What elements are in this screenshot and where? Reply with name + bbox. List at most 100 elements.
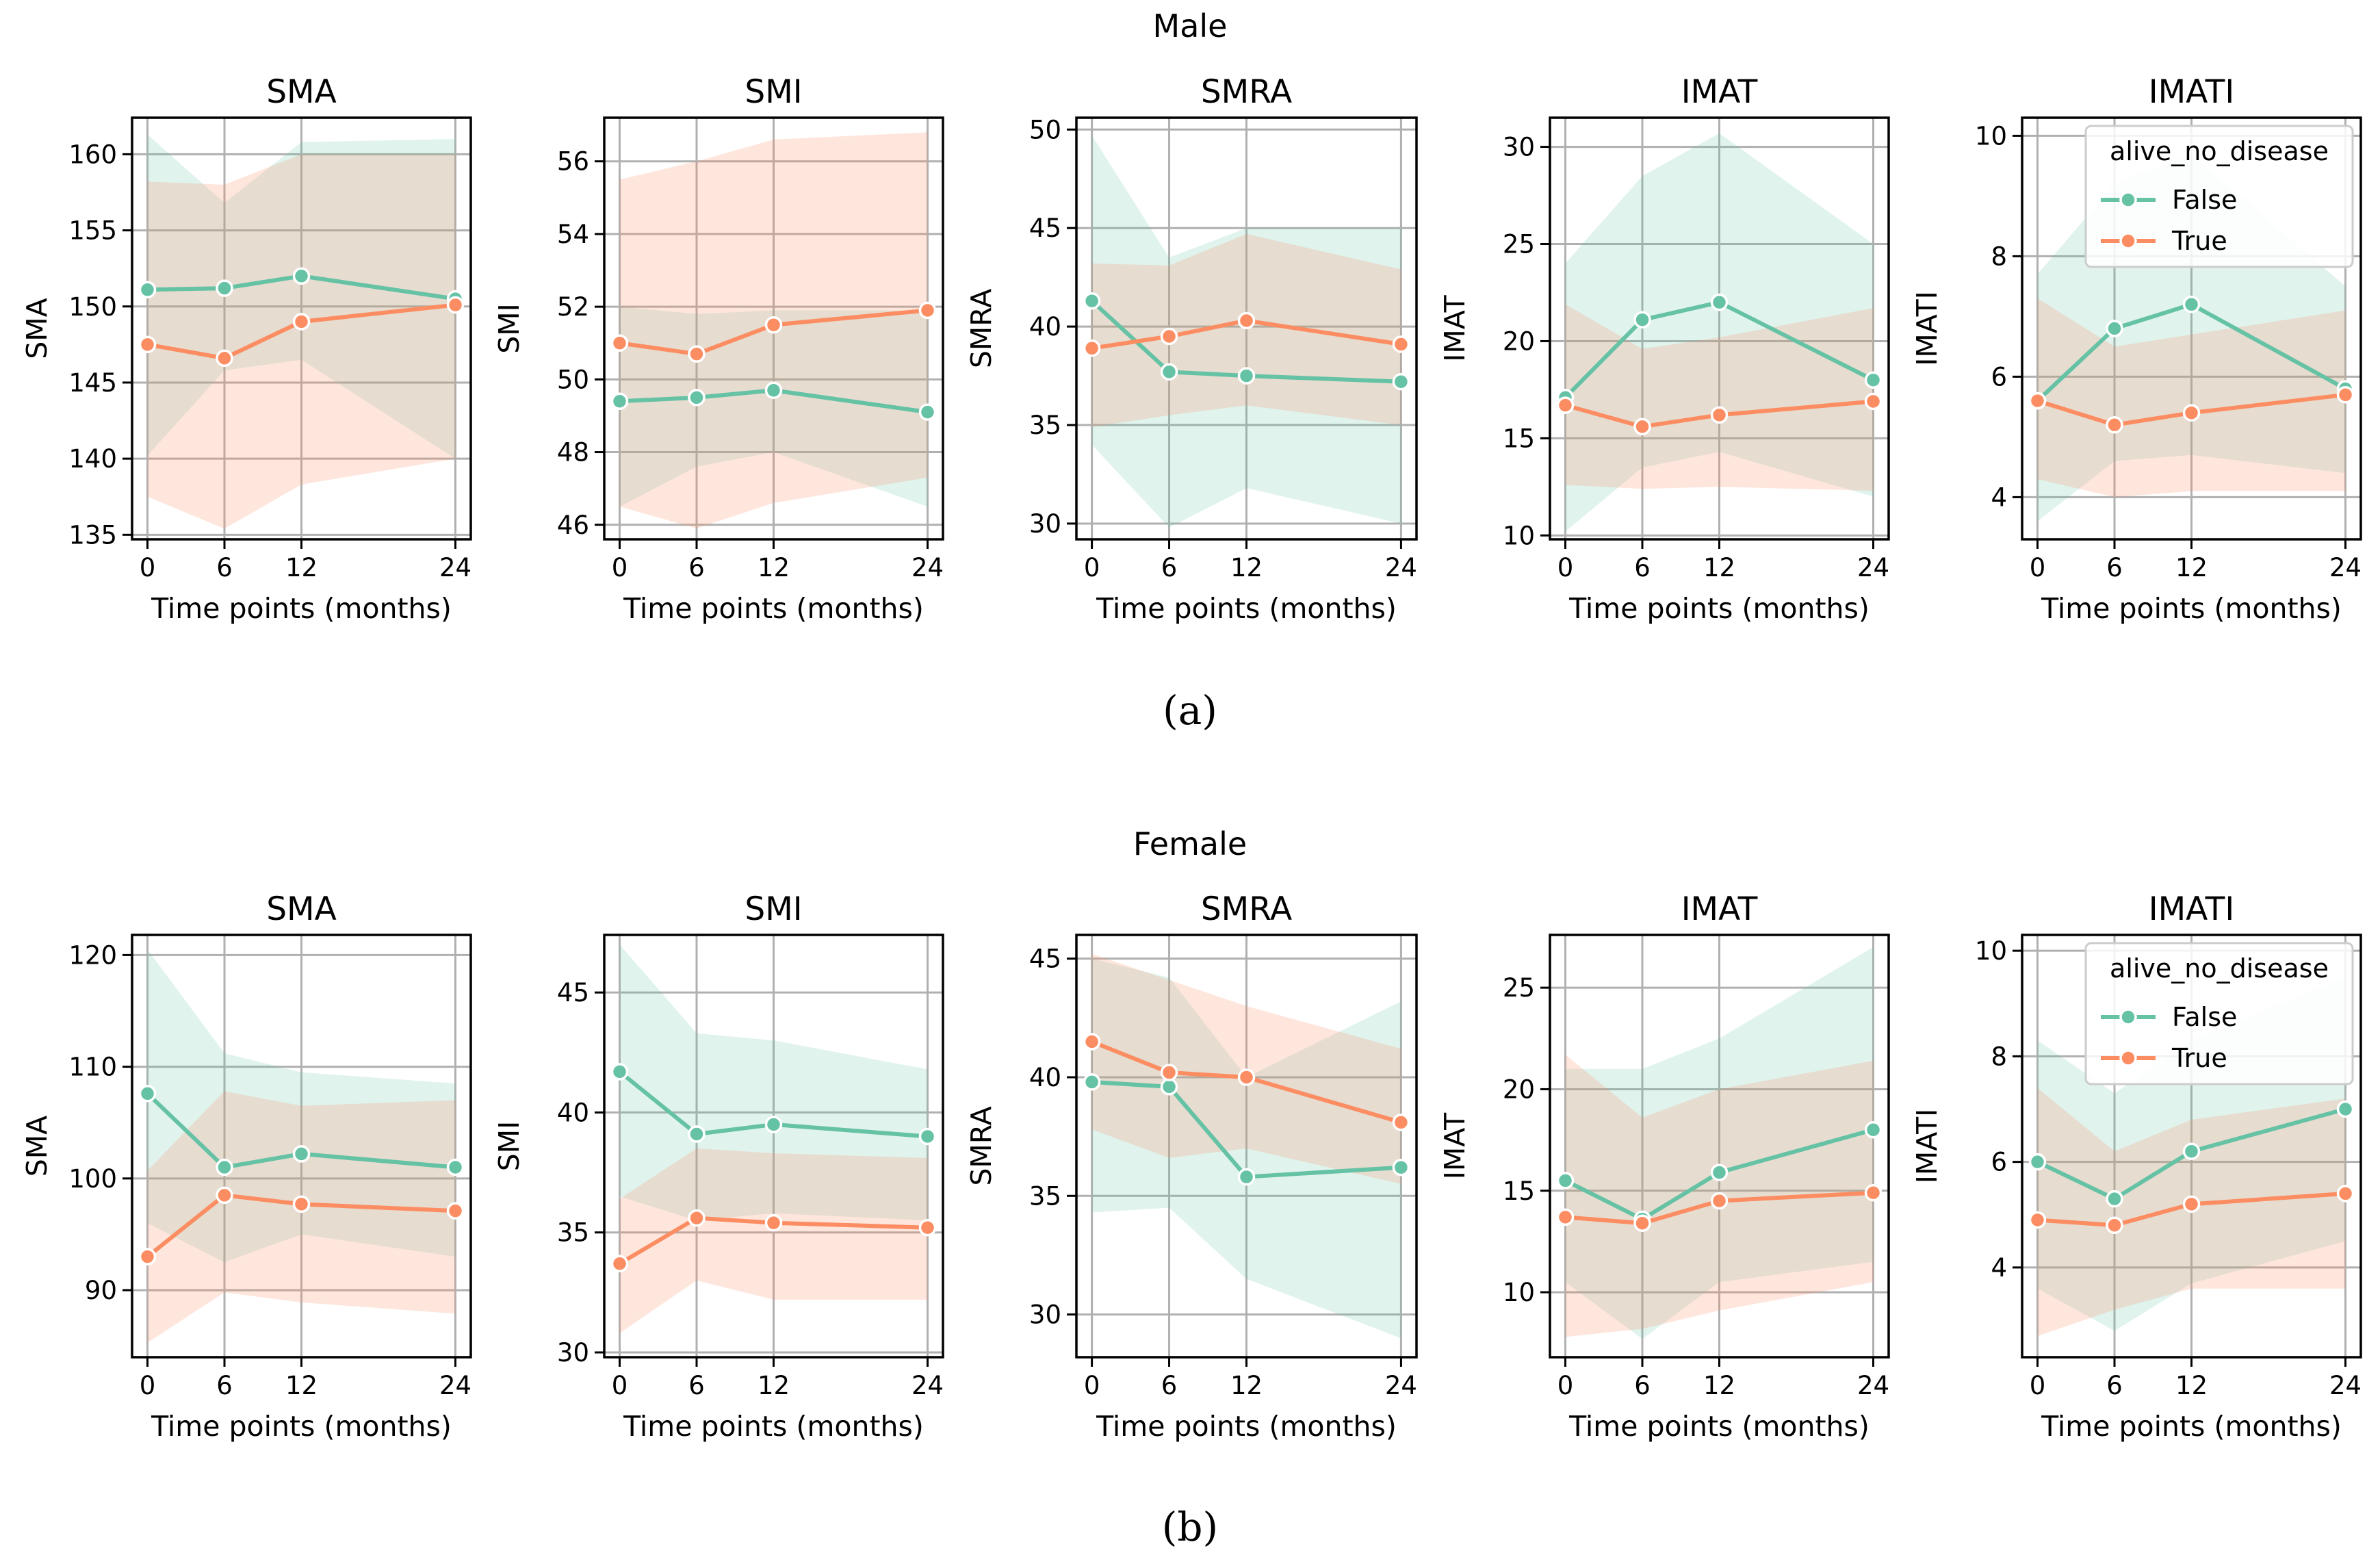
- panel-male-smi: 0 6 12 24 46 48 50 52 54 56 SMI Time points (months…: [493, 73, 944, 625]
- data-point-true: [764, 1213, 783, 1232]
- data-point-true: [1392, 335, 1410, 353]
- data-point-false: [1083, 292, 1101, 310]
- x-tick-label: 6: [216, 553, 233, 582]
- x-tick-label: 6: [2106, 1371, 2123, 1400]
- data-point-true: [1392, 1114, 1410, 1131]
- data-point-false: [2182, 1142, 2201, 1160]
- y-axis-label: IMAT: [1438, 294, 1471, 361]
- legend-box: [2084, 125, 2354, 268]
- panel-male-imati: 0 6 12 24 4 6 8 10 IMATI Time points (months) IMAT…: [1911, 73, 2362, 625]
- x-tick-label: 12: [758, 553, 790, 582]
- y-tick-label: 40: [1029, 1063, 1061, 1092]
- y-tick-label: 155: [68, 216, 117, 246]
- panel-title: SMRA: [1201, 73, 1292, 111]
- y-tick-label: 10: [1503, 1278, 1535, 1307]
- panel-title: SMA: [266, 73, 337, 111]
- panel-title: IMATI: [2149, 73, 2235, 111]
- panel-title: SMI: [745, 73, 802, 111]
- x-tick-label: 12: [285, 553, 318, 582]
- x-tick-label: 0: [612, 553, 628, 582]
- panel-female-imat: 0 6 12 24 10 15 20 25 IMAT Time points (months) IM…: [1438, 890, 1890, 1443]
- x-tick-label: 24: [2329, 553, 2362, 582]
- y-tick-label: 30: [557, 1338, 589, 1367]
- x-tick-label: 0: [1557, 553, 1574, 582]
- data-point-false: [1864, 1121, 1883, 1139]
- x-tick-label: 6: [688, 553, 705, 582]
- x-tick-label: 24: [1385, 553, 1417, 582]
- y-tick-label: 35: [557, 1218, 589, 1248]
- legend-title: alive_no_disease: [2110, 953, 2329, 984]
- x-tick-label: 12: [2175, 553, 2208, 582]
- series-line-true: [619, 308, 928, 357]
- data-point-false: [1864, 371, 1883, 389]
- ci-band-false: [1565, 947, 1874, 1339]
- panel-title: SMRA: [1201, 890, 1292, 928]
- data-point-false: [2336, 1100, 2355, 1118]
- x-tick-label: 12: [285, 1371, 318, 1400]
- data-point-false: [610, 392, 629, 410]
- x-axis-label: Time points (months): [151, 592, 452, 625]
- y-tick-label: 20: [1503, 326, 1535, 356]
- panel-male-smra: 0 6 12 24 30 35 40 45 50 SMRA Time points (months)…: [965, 73, 1418, 625]
- data-point-true: [1710, 406, 1729, 424]
- y-tick-label: 30: [1029, 509, 1061, 539]
- y-tick-label: 120: [68, 940, 117, 970]
- data-point-true: [688, 345, 706, 363]
- x-tick-label: 12: [1703, 1371, 1735, 1400]
- y-tick-label: 45: [1029, 214, 1061, 243]
- caption-a: (a): [1163, 687, 1217, 734]
- x-tick-label: 24: [1385, 1371, 1417, 1400]
- legend-swatch-marker-false: [2119, 1008, 2137, 1026]
- ci-band-false: [619, 944, 928, 1221]
- data-point-true: [610, 334, 629, 352]
- legend-swatch-marker-true: [2119, 1049, 2137, 1067]
- y-axis-label: SMA: [21, 298, 53, 359]
- series-line-false: [146, 1092, 456, 1170]
- legend-title: alive_no_disease: [2110, 136, 2329, 166]
- data-point-false: [216, 279, 233, 297]
- data-point-true: [918, 1218, 937, 1237]
- ci-band-true: [147, 154, 456, 529]
- series-line-false: [2036, 1107, 2346, 1201]
- y-tick-label: 150: [68, 292, 117, 322]
- data-point-true: [610, 1255, 629, 1273]
- y-tick-label: 6: [1991, 1148, 2007, 1177]
- y-tick-label: 15: [1503, 1177, 1535, 1206]
- x-tick-label: 24: [1857, 553, 1889, 582]
- data-point-true: [138, 335, 157, 354]
- x-axis-label: Time points (months): [623, 1410, 924, 1443]
- data-point-true: [292, 313, 311, 331]
- x-axis-label: Time points (months): [1096, 1410, 1397, 1443]
- y-tick-label: 145: [68, 368, 117, 398]
- panel-female-sma: 0 6 12 24 90 100 110 120 SMA Time points (months)…: [21, 890, 472, 1443]
- data-point-false: [216, 1158, 233, 1177]
- series-line-true: [1564, 399, 1874, 429]
- panel-title: IMAT: [1681, 73, 1758, 111]
- x-tick-label: 0: [1084, 553, 1100, 582]
- series-line-false: [618, 1070, 928, 1139]
- data-point-true: [1160, 327, 1178, 346]
- y-axis-label: SMRA: [965, 289, 998, 368]
- x-tick-label: 12: [758, 1371, 790, 1400]
- series-line-false: [1091, 1079, 1401, 1179]
- panel-title: IMATI: [2149, 890, 2235, 928]
- y-tick-label: 160: [68, 140, 117, 169]
- legend-swatch-marker-false: [2119, 191, 2137, 209]
- y-tick-label: 30: [1029, 1300, 1061, 1330]
- data-point-false: [1710, 1164, 1729, 1181]
- data-point-false: [1160, 1078, 1178, 1096]
- data-point-true: [1864, 392, 1883, 411]
- y-tick-label: 90: [85, 1276, 117, 1305]
- data-point-false: [2106, 1190, 2123, 1208]
- data-point-false: [764, 1116, 783, 1133]
- panel-male-sma: 0 6 12 24 135 140 145 150 155 160 SMA Time points (…: [21, 73, 472, 625]
- y-tick-label: 52: [557, 292, 589, 322]
- y-tick-label: 50: [1029, 115, 1061, 144]
- series-line-true: [2037, 1191, 2346, 1228]
- x-tick-label: 6: [688, 1371, 705, 1400]
- x-tick-label: 24: [911, 1371, 944, 1400]
- y-tick-label: 140: [68, 444, 117, 474]
- x-tick-label: 0: [2030, 553, 2046, 582]
